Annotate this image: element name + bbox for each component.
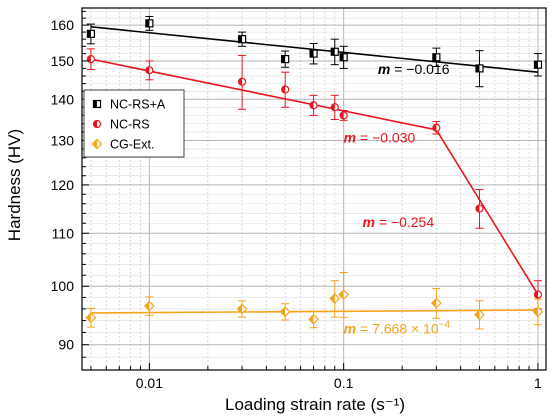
marker-fill [144, 301, 150, 311]
data-point-nc-rs-a [533, 53, 543, 77]
slope-label-nc-rs-segment-2: m = −0.254 [362, 214, 434, 230]
marker-fill [475, 205, 480, 213]
legend-label: NC-RS+A [110, 98, 166, 112]
marker-fill [86, 313, 91, 323]
marker-fill [533, 307, 538, 317]
marker-fill [309, 314, 314, 324]
marker-fill [145, 19, 150, 27]
marker-fill [534, 291, 538, 299]
fit-lines [90, 26, 539, 314]
slope-annotations: m = −0.016 m = −0.030 m = −0.254 m = 7.668 … [344, 61, 451, 337]
y-tick-label: 160 [51, 17, 75, 33]
legend: NC-RS+A NC-RS CG-Ext. [83, 89, 185, 158]
y-tick-label: 120 [51, 177, 75, 193]
data-point-cg-ext- [329, 280, 341, 318]
data-point-nc-rs [475, 189, 484, 229]
marker-fill [87, 30, 91, 38]
data-point-nc-rs-a [145, 15, 154, 31]
data-point-nc-rs-a [339, 45, 348, 69]
data-point-nc-rs-a [281, 50, 290, 68]
marker-fill [238, 35, 243, 43]
marker-fill [534, 61, 538, 69]
y-tick-label: 130 [51, 132, 75, 148]
data-point-nc-rs [145, 60, 154, 81]
y-tick-label: 150 [51, 53, 75, 69]
marker-fill [93, 100, 97, 108]
legend-label: NC-RS [110, 118, 150, 132]
marker-fill [340, 111, 344, 119]
marker-fill [237, 304, 243, 314]
data-point-cg-ext- [474, 300, 485, 330]
data-point-cg-ext- [143, 296, 155, 316]
data-point-cg-ext- [236, 300, 248, 318]
data-point-cg-ext- [85, 307, 97, 328]
x-axis-label: Loading strain rate (s⁻¹) [225, 395, 405, 414]
data-points [85, 15, 544, 330]
y-tick-label: 100 [51, 278, 75, 294]
data-point-cg-ext- [308, 310, 319, 329]
marker-fill [281, 55, 286, 63]
x-tick-label: 0.1 [334, 375, 354, 391]
legend-entry-nc-rs: NC-RS [92, 118, 150, 132]
marker-fill [432, 53, 437, 61]
legend-label: CG-Ext. [110, 138, 154, 152]
data-point-nc-rs [86, 48, 95, 71]
x-tick-label: 0.01 [136, 375, 163, 391]
marker-fill [145, 66, 150, 74]
data-point-nc-rs-a [475, 50, 484, 88]
marker-fill [310, 50, 314, 58]
marker-fill [331, 48, 335, 56]
data-point-nc-rs-a [309, 42, 318, 65]
data-point-nc-rs [309, 94, 318, 116]
data-point-cg-ext- [279, 303, 291, 321]
marker-fill [474, 310, 480, 320]
slope-label-nc-rs-a: m = −0.016 [378, 61, 450, 77]
y-axis-label: Hardness (HV) [5, 129, 24, 241]
data-point-nc-rs-a [330, 38, 339, 66]
data-point-nc-rs-a [237, 31, 247, 47]
y-tick-label: 110 [52, 225, 75, 241]
y-tick-label: 140 [51, 91, 75, 107]
marker-fill [310, 101, 314, 109]
legend-entry-cg-ext-: CG-Ext. [91, 138, 154, 152]
marker-fill [238, 78, 243, 86]
marker-fill [339, 290, 344, 300]
data-point-nc-rs [432, 121, 441, 135]
data-point-cg-ext- [532, 298, 544, 326]
axis-ticks: 0.01 0.1 1 90 100 110 120 130 140 150 160 [51, 10, 542, 391]
marker-fill [281, 85, 286, 93]
marker-fill [432, 124, 437, 132]
data-point-nc-rs [330, 94, 339, 120]
data-point-cg-ext- [430, 287, 442, 319]
marker-fill [331, 103, 335, 111]
legend-entry-nc-rs-a: NC-RS+A [92, 98, 166, 112]
y-tick-label: 90 [58, 337, 74, 353]
marker-fill [280, 307, 286, 317]
marker-fill [92, 139, 97, 149]
marker-fill [330, 294, 335, 304]
slope-label-cg-ext: m = 7.668 × 10−4 [344, 320, 451, 337]
marker-fill [431, 298, 437, 308]
data-point-nc-rs [281, 71, 290, 108]
marker-fill [475, 64, 480, 72]
marker-fill [93, 120, 97, 128]
data-point-cg-ext- [338, 271, 350, 319]
data-point-nc-rs [237, 54, 247, 110]
data-point-nc-rs-a [86, 23, 95, 45]
marker-fill [340, 53, 344, 61]
x-tick-label: 1 [534, 375, 542, 391]
data-point-nc-rs-a [432, 47, 441, 68]
slope-label-nc-rs-segment-1: m = −0.030 [344, 130, 416, 146]
data-point-nc-rs [339, 110, 348, 121]
